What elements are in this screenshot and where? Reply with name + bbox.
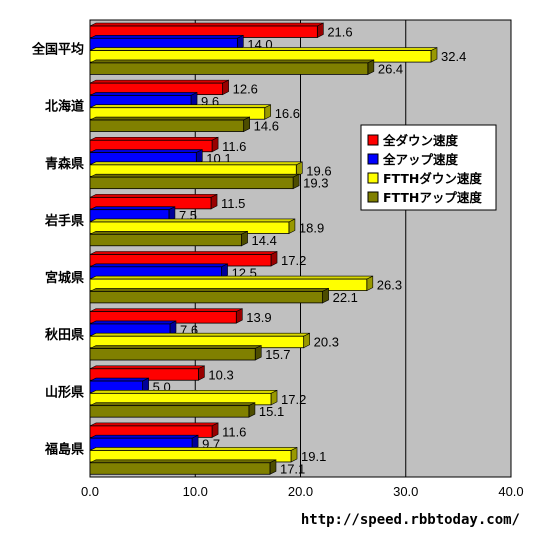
data-label: 17.2: [281, 392, 306, 407]
bar-top: [89, 402, 256, 406]
legend-swatch: [367, 172, 379, 184]
bar: [89, 176, 294, 190]
data-label: 15.7: [265, 347, 290, 362]
bar-top: [89, 22, 324, 27]
bar-top: [89, 116, 250, 121]
bar-top: [89, 365, 205, 370]
bar-top: [89, 263, 228, 268]
legend-swatch: [367, 134, 379, 146]
legend-label: 全アップ速度: [382, 152, 459, 167]
category-label: 山形県: [45, 384, 84, 400]
bar-top: [89, 136, 219, 141]
category-label: 福島県: [44, 441, 84, 457]
legend-label: FTTHアップ速度: [383, 190, 482, 205]
bar-top: [89, 345, 262, 349]
x-tick-label: 30.0: [393, 484, 418, 499]
bar-top: [89, 161, 303, 166]
category-label: 青森県: [45, 156, 84, 172]
data-label: 19.1: [301, 449, 326, 464]
bar-top: [89, 194, 218, 198]
bar: [89, 290, 324, 304]
data-label: 26.4: [378, 61, 403, 76]
legend-swatch: [367, 153, 379, 165]
data-label: 20.3: [314, 335, 339, 350]
bar: [89, 119, 245, 132]
bar-top: [89, 34, 244, 39]
category-label: 秋田県: [45, 327, 84, 343]
data-label: 14.4: [252, 233, 277, 248]
data-label: 10.3: [208, 367, 233, 382]
bar-top: [89, 390, 278, 394]
data-label: 15.1: [259, 404, 284, 419]
bar: [89, 62, 369, 75]
data-label: 16.6: [275, 106, 300, 121]
legend-label: FTTHダウン速度: [383, 171, 482, 186]
bar-top: [89, 434, 199, 439]
bar-top: [89, 308, 243, 312]
bar-top: [89, 79, 229, 84]
bar-top: [89, 332, 310, 337]
data-label: 14.6: [254, 119, 279, 134]
data-label: 11.5: [221, 196, 245, 211]
x-tick-label: 0.0: [81, 484, 99, 499]
legend-label: 全ダウン速度: [382, 133, 459, 148]
bar-top: [89, 288, 329, 292]
bar: [89, 462, 271, 475]
data-label: 19.3: [303, 176, 328, 191]
bar-top: [89, 206, 176, 210]
bar-top: [89, 59, 374, 64]
x-tick-label: 10.0: [183, 484, 208, 499]
data-label: 26.3: [377, 278, 402, 293]
bar: [89, 233, 242, 247]
category-label: 北海道: [45, 99, 84, 115]
data-label: 21.6: [327, 25, 352, 40]
x-tick-label: 40.0: [498, 484, 523, 499]
source-url: http://speed.rbbtoday.com/: [300, 512, 520, 528]
category-label: 宮城県: [45, 270, 84, 286]
bar-top: [89, 47, 438, 51]
bar: [89, 405, 250, 418]
data-label: 11.6: [222, 424, 246, 439]
category-label: 全国平均: [31, 42, 84, 58]
x-tick-label: 20.0: [288, 484, 313, 499]
bar: [89, 348, 256, 361]
bar-top: [89, 149, 203, 153]
data-label: 11.6: [222, 139, 246, 154]
bar-top: [89, 447, 298, 451]
bar-top: [89, 275, 373, 280]
legend: [360, 124, 497, 211]
bar-top: [89, 320, 177, 325]
data-label: 17.2: [281, 253, 306, 268]
data-label: 19.6: [306, 163, 331, 178]
data-label: 18.9: [299, 220, 324, 235]
data-label: 13.9: [246, 310, 271, 325]
bar-top: [89, 230, 248, 235]
data-label: 22.1: [333, 290, 358, 305]
bar-top: [89, 173, 300, 178]
bar-top: [89, 218, 296, 223]
category-label: 岩手県: [44, 213, 84, 229]
bar-top: [89, 104, 271, 109]
bar-top: [89, 459, 277, 464]
bar-top: [89, 92, 198, 96]
data-label: 32.4: [441, 49, 466, 64]
legend-swatch: [367, 191, 379, 203]
bar-top: [89, 377, 149, 382]
data-label: 17.1: [280, 461, 305, 476]
data-label: 12.6: [233, 82, 258, 97]
bar-top: [89, 422, 219, 427]
bar-top: [89, 251, 278, 255]
